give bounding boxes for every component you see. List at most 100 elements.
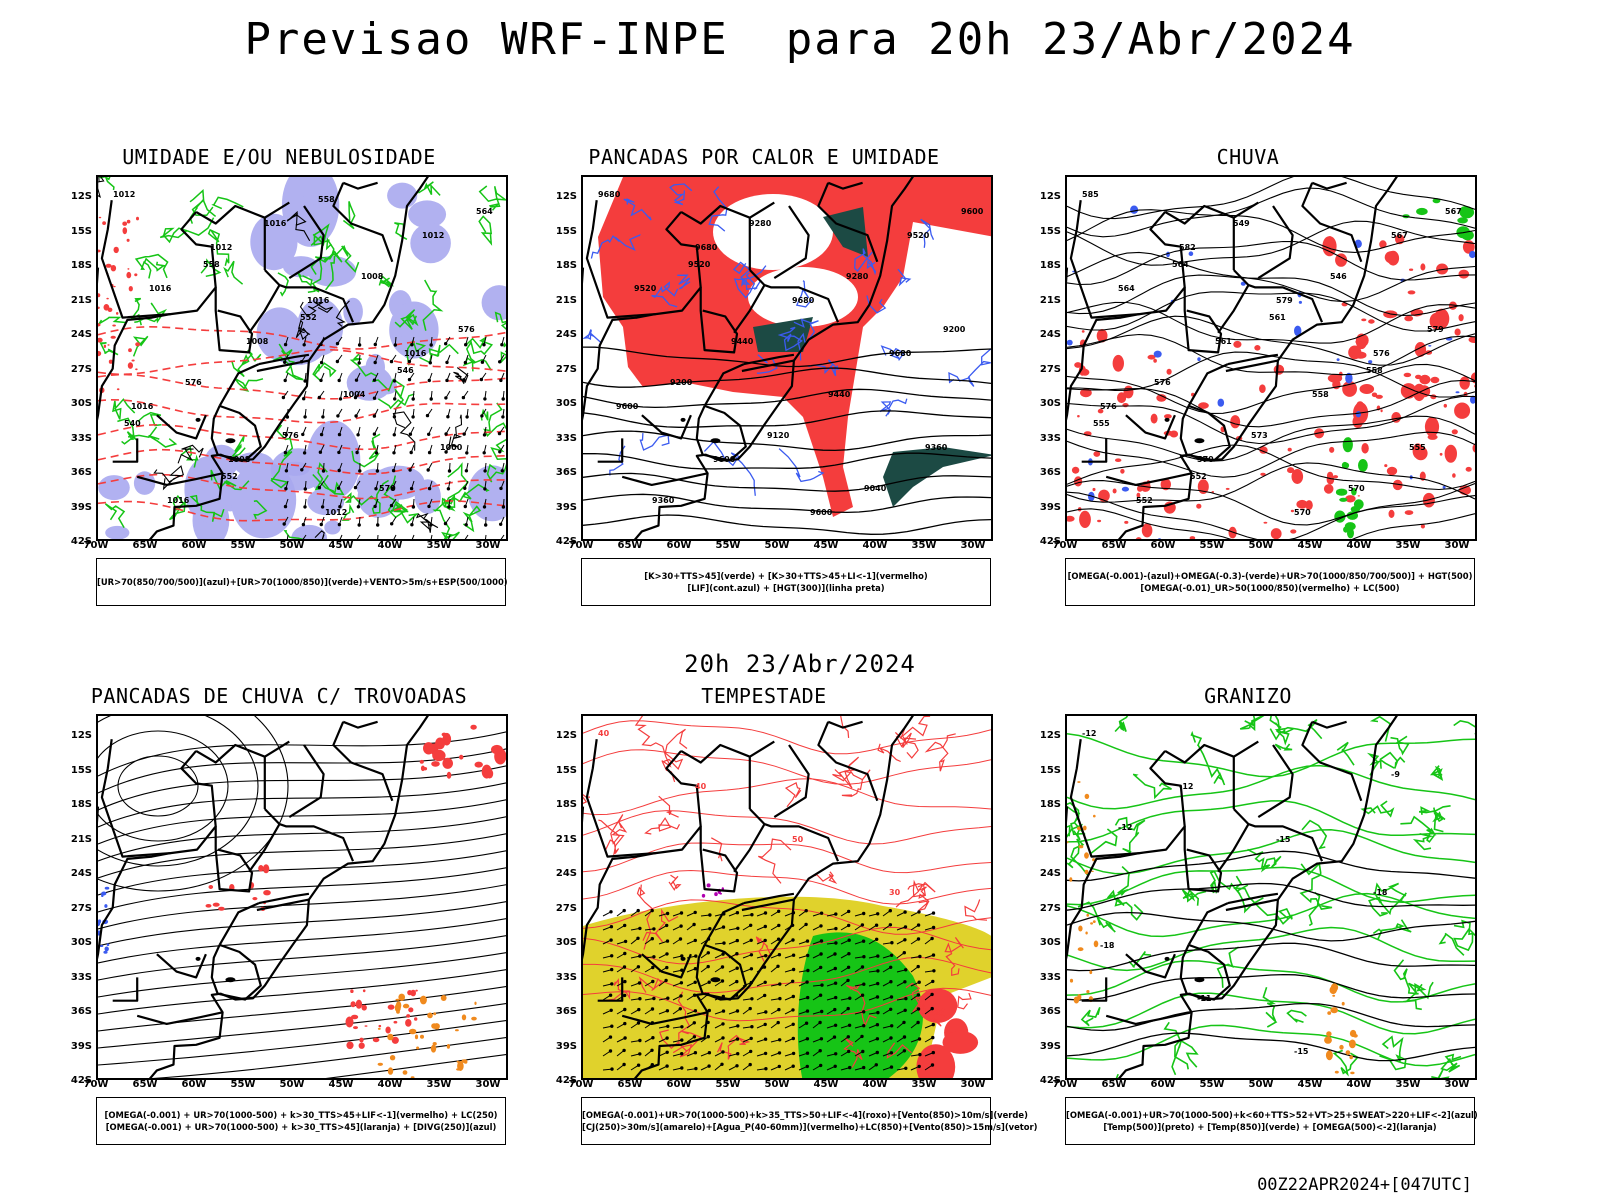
map-tempestade: 40 40 50 30 — [581, 714, 993, 1080]
wind-vector-head — [846, 1035, 850, 1039]
wind-vector-head — [708, 927, 712, 931]
contour-line — [784, 782, 802, 808]
field-patch — [106, 943, 110, 946]
field-patch — [1347, 527, 1354, 539]
contour-line — [272, 343, 304, 381]
wind-vector-head — [847, 952, 851, 956]
contour-label: 552 — [1136, 496, 1153, 505]
state-border — [1301, 182, 1363, 263]
contour-line — [1114, 716, 1129, 733]
contour-line — [583, 346, 991, 368]
streamline — [98, 884, 506, 930]
contour-line — [854, 248, 877, 276]
contour-line — [711, 837, 723, 862]
legend-line: [K>30+TTS>45](verde) + [K>30+TTS>45+LI<-… — [644, 571, 928, 581]
wind-vector-head — [693, 967, 698, 971]
field-patch — [419, 759, 424, 764]
wind-vector — [302, 534, 307, 539]
wind-vector-head — [902, 1020, 906, 1025]
state-border — [817, 182, 879, 263]
state-border — [195, 743, 266, 764]
contour-label: 9200 — [670, 378, 693, 387]
field-patch — [1112, 354, 1124, 372]
contour-line — [1067, 431, 1475, 478]
state-border — [248, 284, 281, 334]
contour-line — [583, 720, 991, 755]
wind-vector-head — [847, 909, 851, 914]
wind-vector-head — [749, 923, 753, 928]
contour-label: 582 — [1179, 243, 1196, 252]
field-patch — [414, 1034, 419, 1040]
field-patch — [1327, 1011, 1332, 1015]
field-patch — [1361, 443, 1369, 454]
wind-vector-head — [876, 969, 880, 973]
wind-vector-head — [776, 1020, 780, 1025]
wind-vector-head — [665, 1050, 669, 1054]
contour-label: 9600 — [810, 508, 833, 517]
field-patch — [1336, 358, 1340, 361]
wind-vector-head — [847, 938, 851, 942]
field-patch — [1166, 368, 1172, 375]
wind-vector — [339, 534, 343, 539]
contour-line — [1067, 838, 1089, 876]
lat-tick-label: 42S — [555, 536, 577, 547]
wind-vector-head — [692, 1035, 697, 1039]
map-umidade: 1012 1012 1016 1016 1016 1008 1012 1012 1016 1008… — [96, 175, 508, 541]
wind-vector-head — [409, 486, 414, 491]
lon-tick-label: 60W — [1150, 540, 1176, 551]
lon-tick-label: 30W — [475, 1079, 501, 1090]
field-patch — [1233, 340, 1242, 348]
wind-vector-head — [499, 522, 503, 526]
wind-vector-head — [860, 1034, 864, 1039]
field-patch — [1380, 409, 1383, 413]
wind-vector-head — [665, 923, 669, 928]
field-patch — [1077, 781, 1081, 783]
field-patch — [1080, 388, 1092, 398]
contour-line — [583, 987, 991, 1022]
wind-vector-head — [889, 995, 894, 999]
wind-vector-head — [820, 983, 824, 987]
wind-vector-head — [609, 925, 614, 929]
field-patch — [1296, 499, 1308, 509]
wind-vector-head — [463, 486, 467, 490]
field-patch — [1093, 940, 1099, 948]
wind-vector-head — [777, 1051, 782, 1055]
contour-label: 1008 — [228, 455, 251, 464]
hgt-labels: 9680 9680 9680 9680 9600 9600 9600 9520 9520 9440… — [598, 190, 984, 517]
wind-vector-head — [888, 923, 893, 927]
wind-vector-head — [848, 996, 852, 1000]
field-patch — [719, 892, 723, 895]
contour-line — [668, 874, 682, 891]
wind-vector-head — [638, 1038, 642, 1043]
contour-line — [295, 319, 311, 341]
wind-vector-head — [707, 1064, 711, 1068]
field-patch — [1230, 415, 1241, 429]
wind-vector-head — [652, 927, 656, 931]
field-patch — [1332, 994, 1336, 997]
state-border — [210, 943, 262, 1001]
field-patch — [299, 195, 319, 206]
state-border — [1311, 720, 1347, 729]
contour-label: 9520 — [634, 284, 657, 293]
field-patch — [1436, 263, 1449, 275]
field-patch — [1455, 391, 1460, 394]
field-patch — [361, 1004, 367, 1011]
hgt500-labels: 585 582 579 576 576 570 570 567 564 561 558 555 552 5… — [1082, 190, 1462, 517]
field-patch — [1353, 1034, 1358, 1038]
field-patch — [1353, 499, 1364, 510]
contour-line — [392, 411, 416, 451]
lake — [225, 977, 236, 983]
lat-tick-label: 24S — [555, 329, 577, 340]
wind-vector-head — [447, 469, 452, 473]
field-patch — [1375, 394, 1383, 399]
contour-label: 9520 — [688, 260, 711, 269]
field-patch — [387, 1004, 395, 1010]
contour-label: 564 — [1172, 260, 1189, 269]
contour-line — [211, 196, 244, 210]
contour-line — [1067, 251, 1475, 303]
wind-vector-head — [357, 523, 361, 527]
wind-vector-head — [623, 1021, 627, 1026]
wind-vector-head — [301, 432, 305, 437]
field-patch — [252, 897, 258, 901]
wind-vector-head — [777, 923, 781, 928]
